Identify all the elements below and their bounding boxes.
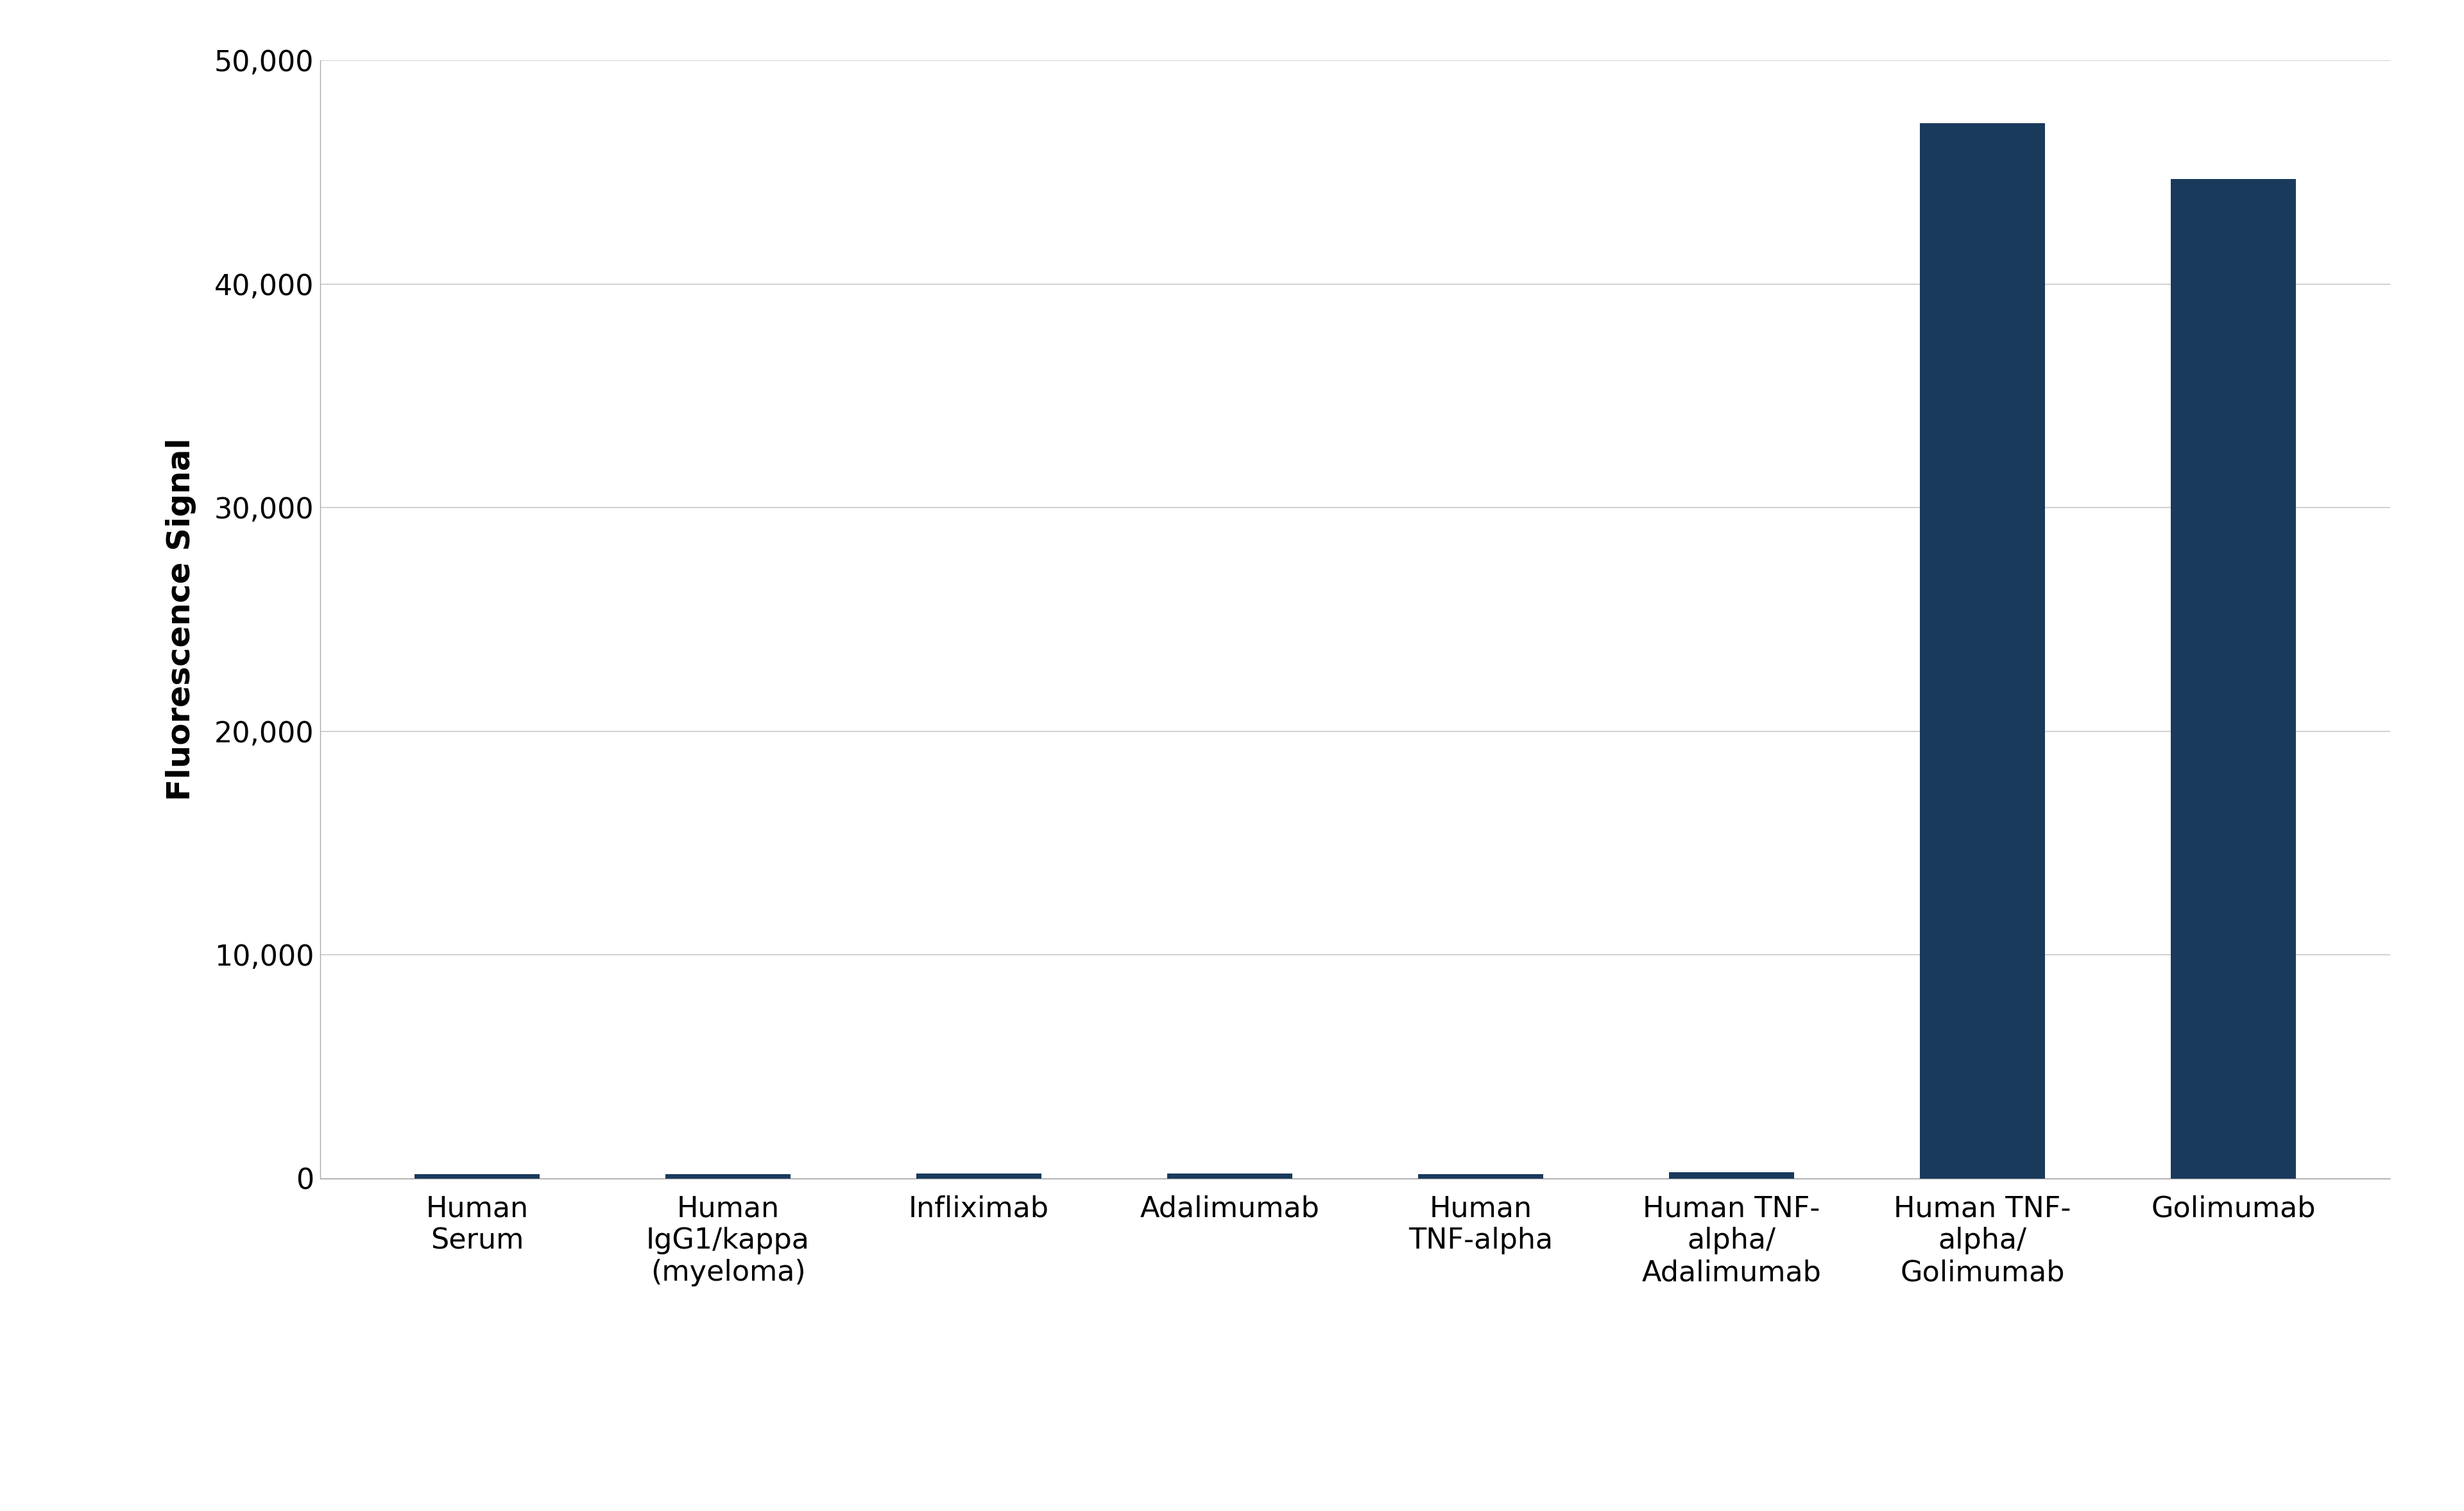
- Bar: [1668, 1173, 1794, 1179]
- Bar: [1417, 1174, 1542, 1179]
- Y-axis label: Fluorescence Signal: Fluorescence Signal: [165, 438, 197, 801]
- Bar: [665, 1174, 791, 1179]
- Bar: [2171, 178, 2296, 1179]
- Bar: [1168, 1174, 1294, 1179]
- Bar: [414, 1174, 540, 1179]
- Bar: [1919, 122, 2045, 1179]
- Bar: [917, 1174, 1042, 1179]
